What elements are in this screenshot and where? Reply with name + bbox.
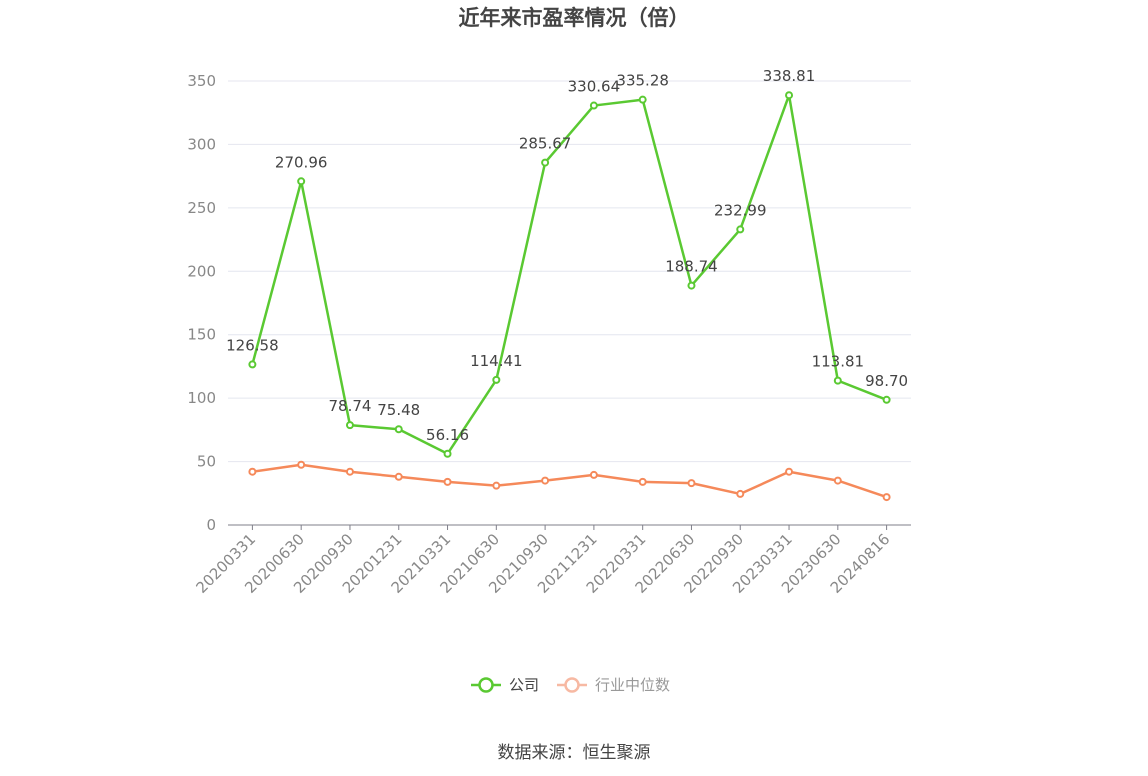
data-label: 338.81 [763,67,816,85]
label-layer: 126.58 270.96 78.74 75.48 56.16 114.41 285.67 3… [226,67,908,444]
data-label: 113.81 [812,353,865,371]
data-label: 270.96 [275,153,328,171]
data-point [297,177,306,186]
data-point [736,225,745,234]
legend-label: 公司 [509,676,539,694]
data-label: 114.41 [470,352,523,370]
data-label: 335.28 [616,72,669,90]
data-point [736,489,745,498]
y-tick-label: 200 [187,262,216,280]
series-line [252,463,888,499]
data-point [297,460,306,469]
data-point [638,95,647,104]
data-point [687,479,696,488]
data-label: 126.58 [226,336,279,354]
y-tick-label: 50 [197,453,216,471]
series-layer [248,91,891,502]
data-label: 285.67 [519,135,572,153]
data-point [541,158,550,167]
data-point [394,472,403,481]
data-source: 数据来源：恒生聚源 [497,743,651,763]
legend-item-company[interactable]: 公司 [471,676,539,694]
legend-item-industry-median[interactable]: 行业中位数 [557,676,670,694]
data-label: 188.74 [665,258,718,276]
legend-marker [564,677,580,693]
chart-title: 近年来市盈率情况（倍） [459,6,690,30]
data-point [248,360,257,369]
data-label: 56.16 [426,426,469,444]
data-label: 232.99 [714,201,767,219]
data-point [882,493,891,502]
data-point [345,467,354,476]
data-point [833,376,842,385]
data-point [638,477,647,486]
legend[interactable]: 公司 行业中位数 [471,676,670,694]
data-point [833,476,842,485]
data-point [589,101,598,110]
y-tick-label: 300 [187,135,216,153]
y-tick-label: 100 [187,389,216,407]
series-company [248,91,891,458]
y-tick-label: 0 [206,516,216,534]
data-point [248,467,257,476]
data-point [492,375,501,384]
y-tick-label: 150 [187,326,216,344]
data-point [882,395,891,404]
data-point [443,449,452,458]
legend-marker [478,677,494,693]
grid-layer [228,80,911,463]
data-point [785,467,794,476]
data-point [443,477,452,486]
data-label: 75.48 [377,401,420,419]
data-point [785,91,794,100]
data-point [687,281,696,290]
series-line [251,93,888,456]
y-tick-label: 250 [187,199,216,217]
data-point [492,481,501,490]
data-point [345,421,354,430]
data-label: 78.74 [328,397,371,415]
y-tick-label: 350 [187,72,216,90]
data-label: 98.70 [865,372,908,390]
data-point [541,476,550,485]
data-label: 330.64 [568,78,621,96]
series-industry-median [248,460,891,502]
data-point [394,425,403,434]
data-point [589,470,598,479]
legend-label: 行业中位数 [595,676,670,694]
